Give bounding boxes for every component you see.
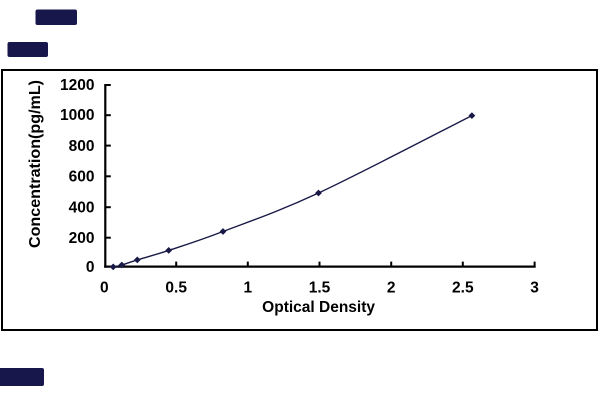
svg-text:2.5: 2.5 <box>452 279 474 296</box>
svg-text:0.5: 0.5 <box>165 279 187 296</box>
svg-text:Optical Density: Optical Density <box>262 299 375 316</box>
svg-text:0: 0 <box>100 279 109 296</box>
svg-text:600: 600 <box>69 169 95 186</box>
svg-text:1000: 1000 <box>60 107 94 124</box>
svg-text:200: 200 <box>69 230 95 247</box>
svg-text:800: 800 <box>69 138 95 155</box>
svg-text:Concentration(pg/mL): Concentration(pg/mL) <box>26 80 44 248</box>
svg-text:1: 1 <box>243 279 252 296</box>
svg-text:1200: 1200 <box>60 77 94 94</box>
svg-text:400: 400 <box>69 200 95 217</box>
svg-text:1.5: 1.5 <box>309 279 331 296</box>
svg-text:0: 0 <box>86 259 95 276</box>
svg-text:3: 3 <box>530 279 539 296</box>
svg-text:2: 2 <box>387 279 396 296</box>
